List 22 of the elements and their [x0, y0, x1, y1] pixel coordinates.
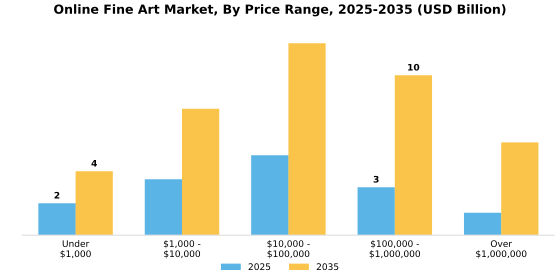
bar: [288, 43, 326, 236]
legend-label: 2035: [316, 263, 338, 270]
legend-label: 2025: [248, 263, 270, 270]
x-tick-label: Over $1,000,000: [476, 240, 526, 258]
bar: [182, 108, 220, 236]
data-label: 2: [54, 192, 60, 199]
bar: [76, 171, 113, 236]
x-tick-label: $10,000 - $100,000: [267, 240, 310, 258]
data-label: 10: [408, 64, 420, 71]
bar: [38, 203, 76, 236]
bar: [394, 75, 432, 236]
x-tick-label: Under $1,000: [60, 240, 91, 258]
chart-title: Online Fine Art Market, By Price Range, 2025-2035 (USD Billion): [54, 4, 506, 16]
data-label: 3: [374, 176, 379, 183]
bar: [251, 155, 288, 236]
bar: [144, 179, 182, 236]
bar: [464, 212, 502, 236]
x-tick-label: $100,000 - $1,000,000: [370, 240, 420, 258]
data-label: 4: [91, 160, 97, 167]
x-tick-label: $1,000 - $10,000: [164, 240, 200, 258]
bar: [358, 187, 395, 236]
bar: [501, 142, 538, 236]
